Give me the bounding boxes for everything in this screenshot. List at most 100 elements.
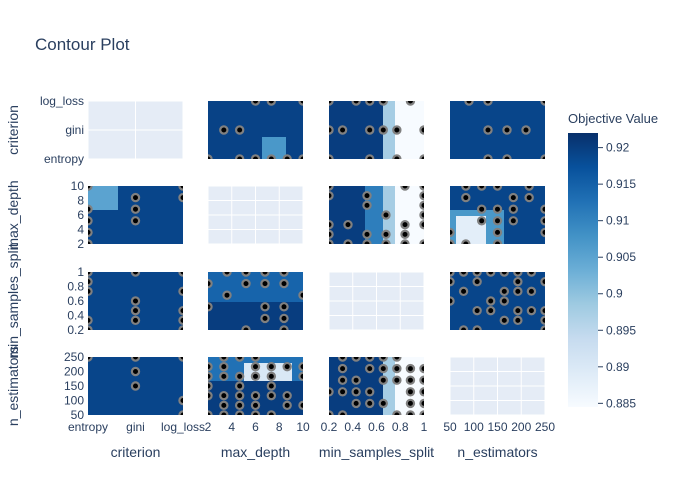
x-axis-title: min_samples_split [319, 444, 434, 460]
sample-point [208, 410, 213, 415]
y-axis-title: n_estimators [5, 346, 21, 426]
colorbar-title: Objective Value [568, 111, 658, 126]
colorbar-tick-label: 0.91 [606, 214, 630, 228]
x-tick-label: 0.6 [368, 420, 385, 434]
sample-point [492, 227, 503, 238]
sample-point [343, 219, 353, 230]
x-tick-label: 1 [421, 420, 428, 434]
sample-point [524, 192, 534, 203]
sample-point [472, 276, 482, 287]
sample-point [526, 305, 537, 316]
sample-point [234, 390, 245, 401]
sample-point [419, 387, 424, 397]
sample-point [540, 204, 545, 214]
sample-point [88, 286, 93, 297]
colorbar-tick-label: 0.89 [606, 360, 630, 374]
sample-point [419, 210, 424, 220]
x-tick-label: 0.4 [344, 420, 361, 434]
sample-point [526, 272, 537, 277]
sample-point [419, 398, 424, 409]
y-tick-label: 50 [71, 408, 85, 422]
sample-point [88, 276, 93, 287]
sample-point [329, 154, 334, 159]
sample-point [241, 278, 251, 289]
colorbar-tick-label: 0.885 [606, 396, 636, 410]
x-tick-label: 150 [487, 420, 507, 434]
sample-point [222, 272, 232, 277]
subplot-grid [87, 100, 546, 416]
y-axis-title: min_samples_split [5, 243, 21, 358]
sample-point [250, 357, 261, 362]
sample-point [250, 101, 261, 106]
colorbar-tick-label: 0.92 [606, 141, 630, 155]
sample-point [351, 398, 361, 409]
sample-point [88, 325, 93, 330]
y-tick-label: 200 [64, 365, 84, 379]
sample-point [378, 375, 388, 385]
sample-point [400, 239, 410, 244]
y-tick-label: 1 [77, 265, 84, 279]
sample-point [130, 305, 141, 316]
sample-point [472, 325, 482, 330]
sample-point [219, 410, 229, 415]
y-tick-label: 4 [77, 223, 84, 237]
y-tick-label: 10 [71, 179, 85, 193]
sample-point [337, 375, 348, 385]
sample-point [266, 371, 277, 382]
subplot-n_estimators-vs-n_estimators [449, 356, 546, 416]
sample-point [526, 286, 537, 297]
sample-point [88, 216, 93, 226]
colorbar-gradient [568, 133, 598, 407]
sample-point [337, 357, 348, 362]
x-tick-label: 250 [535, 420, 555, 434]
sample-point [492, 186, 503, 191]
sample-point [540, 305, 545, 316]
y-tick-label: 0.6 [67, 294, 84, 308]
sample-point [266, 381, 277, 391]
sample-point [458, 325, 469, 330]
sample-point [329, 239, 334, 244]
sample-point [378, 357, 388, 362]
sample-point [540, 154, 545, 159]
sample-point [400, 186, 410, 191]
colorbar-tick-label: 0.9 [606, 287, 623, 301]
sample-point [219, 371, 229, 382]
sample-point [88, 272, 93, 277]
sample-point [419, 200, 424, 211]
sample-point [365, 154, 375, 159]
sample-point [208, 361, 213, 372]
sample-point [381, 229, 391, 240]
subplot-criterion-vs-max_depth [87, 185, 184, 245]
sample-point [234, 410, 245, 415]
subplot-max_depth-vs-max_depth [207, 185, 304, 245]
sample-point [329, 387, 334, 397]
sample-point [88, 315, 93, 326]
sample-point [405, 398, 416, 409]
sample-point [365, 125, 375, 135]
sample-point [365, 398, 375, 409]
sample-point [419, 410, 424, 415]
y-tick-label: 0.8 [67, 280, 84, 294]
sample-point [329, 229, 334, 240]
colorbar: Objective Value 0.885 0.89 0.895 0.9 0.905 0.… [568, 111, 658, 410]
sample-point [508, 204, 519, 214]
x-tick-label: 8 [276, 420, 283, 434]
sample-point [282, 390, 292, 401]
x-tick-label: 100 [464, 420, 484, 434]
subplot-criterion-vs-min_samples_split [87, 271, 184, 331]
sample-point [130, 192, 141, 203]
sample-point [266, 154, 277, 159]
sample-point [378, 125, 388, 135]
sample-point [524, 186, 534, 191]
sample-point [234, 400, 245, 411]
sample-point [351, 375, 361, 385]
colorbar-tick-label: 0.915 [606, 177, 636, 191]
x-tick-label: entropy [68, 420, 108, 434]
sample-point [219, 390, 229, 401]
sample-point [483, 125, 493, 135]
sample-point [508, 216, 519, 226]
sample-point [392, 125, 402, 135]
sample-point [362, 229, 372, 240]
sample-point [178, 186, 183, 191]
